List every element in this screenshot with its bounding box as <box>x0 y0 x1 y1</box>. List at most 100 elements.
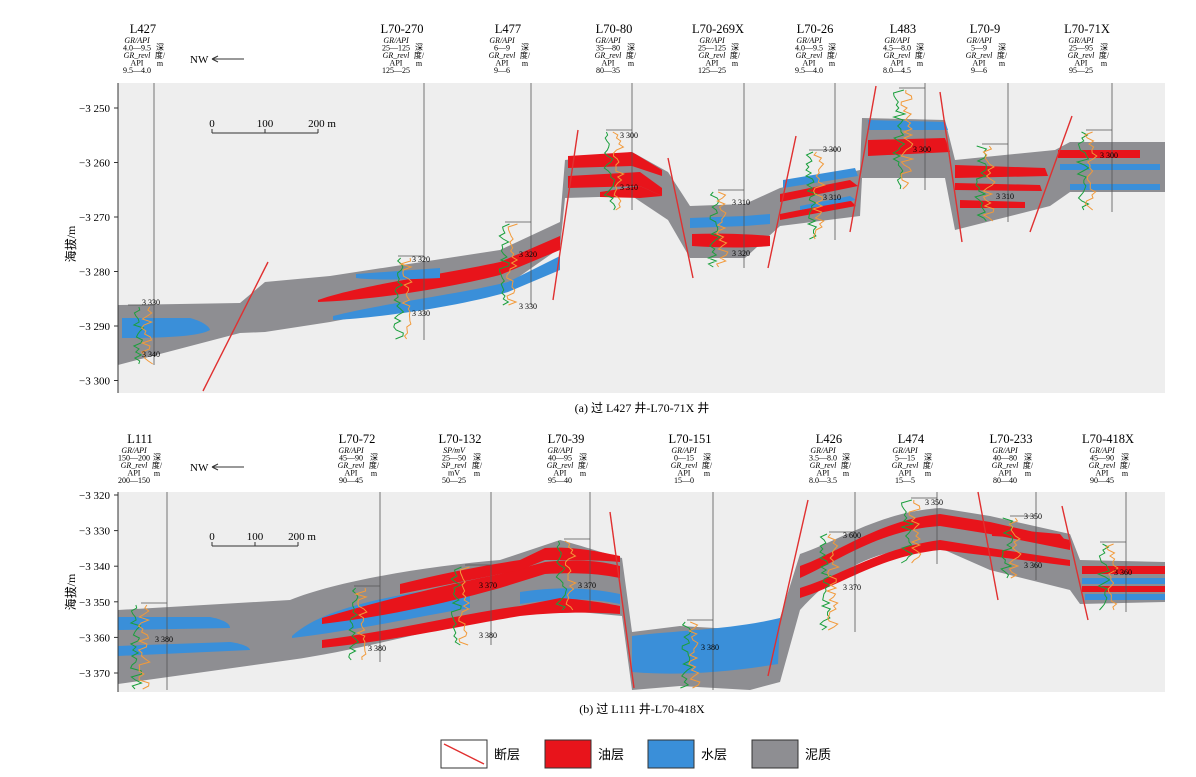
well-header-line: 50—25 <box>442 476 466 485</box>
panel-a-faults <box>202 85 1073 392</box>
y-tick-label: −3 330 <box>79 526 110 538</box>
y-tick-label: −3 320 <box>79 490 110 502</box>
well-header-line: GR_revl <box>383 51 411 60</box>
scale-label: 0 <box>209 531 215 543</box>
well-name: L477 <box>495 22 521 36</box>
well-header-line: API <box>803 59 816 68</box>
water-layer <box>800 196 856 210</box>
well-header-line: 90—45 <box>1090 476 1114 485</box>
panel-b-y-axis-label: 海拔/m <box>63 573 78 610</box>
well-header-line: GR_revl <box>892 461 920 470</box>
water-layer <box>632 618 780 674</box>
well-name: L70-269X <box>692 22 744 36</box>
fault-line <box>552 129 579 301</box>
well-depth-label: 度/ <box>702 460 713 470</box>
depth-mark: 3 300 <box>620 131 638 140</box>
well-header-line: 25—125 <box>382 44 410 53</box>
well-header-line: GR/API <box>383 36 409 45</box>
scale-label: 0 <box>209 118 215 130</box>
well-depth-label: 深 <box>579 453 587 462</box>
fault-line <box>1029 115 1073 233</box>
well-depth-label: 度/ <box>626 50 637 60</box>
oil-layer <box>955 183 1042 191</box>
well-name: L70-39 <box>548 432 585 446</box>
depth-mark: 3 350 <box>1024 512 1042 521</box>
well-header-line: API <box>678 469 691 478</box>
scale-label: 100 <box>257 118 274 130</box>
oil-layer <box>1058 150 1140 158</box>
well-header-line: GR_revl <box>547 461 575 470</box>
well-header-line: GR_revl <box>1068 51 1096 60</box>
panel-b-scale-bar: 0 100 200 m <box>209 531 316 547</box>
log-curve <box>1075 131 1090 211</box>
well-depth-label: m <box>704 469 711 478</box>
depth-mark: 3 330 <box>142 298 160 307</box>
well-depth-label: m <box>843 469 850 478</box>
well-header-line: GR_revl <box>1089 461 1117 470</box>
depth-mark: 3 370 <box>479 581 497 590</box>
log-curve <box>688 621 701 689</box>
well-header-line: 8.0—4.5 <box>883 66 911 75</box>
log-curve <box>1008 517 1022 579</box>
depth-mark: 3 370 <box>578 581 596 590</box>
log-curve <box>900 499 915 564</box>
well-header-line: GR/API <box>966 36 992 45</box>
depth-mark: 3 310 <box>823 193 841 202</box>
legend-oil-swatch <box>544 739 592 769</box>
well-header-line: mV <box>448 469 460 478</box>
oil-layer <box>992 528 1065 540</box>
well-name: L70-71X <box>1064 22 1110 36</box>
well-header-line: GR/API <box>124 36 150 45</box>
depth-mark: 3 380 <box>368 644 386 653</box>
well-header-line: GR/API <box>892 446 918 455</box>
depth-mark: 3 310 <box>620 183 638 192</box>
well-name: L70-418X <box>1082 432 1134 446</box>
well-name: L70-132 <box>438 432 481 446</box>
depth-mark: 3 300 <box>913 145 931 154</box>
fault-line <box>767 499 809 677</box>
log-curve <box>498 223 510 306</box>
direction-arrow-head <box>211 55 219 63</box>
well-header-line: GR_revl <box>671 461 699 470</box>
depth-mark: 3 320 <box>519 250 537 259</box>
well-depth-label: m <box>522 59 529 68</box>
well-header-line: 4.0—9.5 <box>123 44 151 53</box>
well-depth-label: 度/ <box>369 460 380 470</box>
water-layer <box>118 617 230 630</box>
well-header-line: GR/API <box>796 36 822 45</box>
well-header-line: GR_revl <box>595 51 623 60</box>
well-depth-label: m <box>829 59 836 68</box>
well-header-line: API <box>999 469 1012 478</box>
well-header-line: API <box>817 469 830 478</box>
well-depth-label: m <box>628 59 635 68</box>
well-header-line: 125—25 <box>382 66 410 75</box>
well-depth-label: 深 <box>703 453 711 462</box>
well-header-line: 25—50 <box>442 454 466 463</box>
well-depth-label: 深 <box>916 43 924 52</box>
well-header-line: 3.5—8.0 <box>809 454 837 463</box>
y-tick-label: −3 280 <box>79 267 110 279</box>
log-curve <box>1084 131 1098 211</box>
well-name: L426 <box>816 432 842 446</box>
depth-mark: 3 380 <box>479 631 497 640</box>
well-header-line: 15—0 <box>674 476 694 485</box>
well-header-line: 90—45 <box>339 476 363 485</box>
y-tick-label: −3 370 <box>79 668 110 680</box>
well-header-line: GR_revl <box>489 51 517 60</box>
well-header-line: API <box>899 469 912 478</box>
fault-line <box>939 91 963 243</box>
well-depth-label: 度/ <box>1023 460 1034 470</box>
log-curve <box>603 131 616 211</box>
well-header-line: GR/API <box>547 446 573 455</box>
oil-layer <box>318 236 560 302</box>
well-depth-label: m <box>732 59 739 68</box>
well-name: L70-270 <box>380 22 423 36</box>
well-depth-label: m <box>917 59 924 68</box>
well-depth-label: 深 <box>370 453 378 462</box>
